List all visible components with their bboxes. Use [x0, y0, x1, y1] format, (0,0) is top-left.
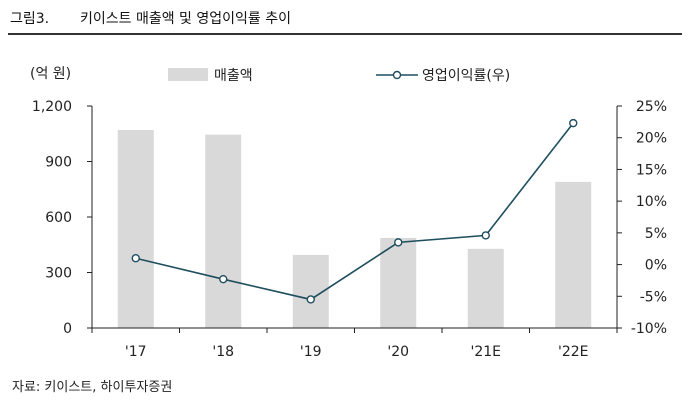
margin-point-4	[481, 231, 490, 240]
left-tick-label: 900	[45, 155, 72, 171]
margin-point-5	[569, 118, 578, 128]
right-tick-label: 25%	[636, 99, 667, 115]
left-tick-label: 1,200	[32, 99, 72, 115]
left-tick-label: 600	[45, 210, 72, 226]
legend-line-label: 영업이익률(우)	[422, 68, 510, 84]
legend-bar-label: 매출액	[214, 68, 253, 84]
source-note: 자료: 키이스트, 하이투자증권	[12, 380, 173, 395]
right-tick-label: 0%	[645, 258, 667, 274]
x-tick-label: '18	[212, 344, 234, 360]
left-tick-label: 300	[45, 266, 72, 282]
legend-line-marker	[392, 70, 402, 80]
margin-point-0	[131, 254, 140, 263]
bar-3	[380, 237, 417, 328]
right-tick-label: 15%	[636, 162, 667, 178]
bar-1	[205, 134, 242, 328]
legend-bar-swatch	[168, 68, 208, 81]
legend: 매출액 영업이익률(우)	[168, 68, 510, 84]
right-tick-label: 5%	[645, 226, 667, 242]
figure-label: 그림3.	[10, 11, 50, 27]
right-tick-label: -5%	[640, 289, 667, 305]
margin-line	[135, 122, 574, 301]
x-tick-label: '17	[125, 344, 147, 360]
axes: 0 300 600 900 1,200 -10% -5% 0% 5% 10% 15% 20% 25% '1…	[32, 99, 667, 360]
x-tick-label: '20	[387, 344, 409, 360]
x-tick-label: '19	[300, 344, 322, 360]
margin-point-1	[219, 274, 228, 284]
bar-0	[117, 130, 154, 328]
header-rule	[8, 33, 682, 35]
figure-header: 그림3. 키이스트 매출액 및 영업이익률 추이	[0, 0, 690, 38]
left-axis-unit-label: (억 원)	[30, 66, 71, 82]
figure-title: 키이스트 매출액 및 영업이익률 추이	[80, 11, 291, 27]
bar-4	[467, 248, 504, 328]
right-tick-label: 20%	[636, 131, 667, 147]
bars	[117, 130, 592, 328]
bar-5	[555, 181, 592, 328]
margin-point-2	[306, 295, 315, 304]
chart: (억 원) 매출액 영업이익률(우) 0 300 600 900 1,200 -10% -5%…	[30, 66, 667, 360]
right-tick-label: 10%	[636, 194, 667, 210]
line-series	[131, 118, 578, 304]
left-tick-label: 0	[63, 321, 72, 337]
right-tick-label: -10%	[631, 321, 667, 337]
x-tick-label: '21E	[470, 344, 501, 360]
x-tick-label: '22E	[558, 344, 589, 360]
margin-point-3	[394, 238, 403, 247]
